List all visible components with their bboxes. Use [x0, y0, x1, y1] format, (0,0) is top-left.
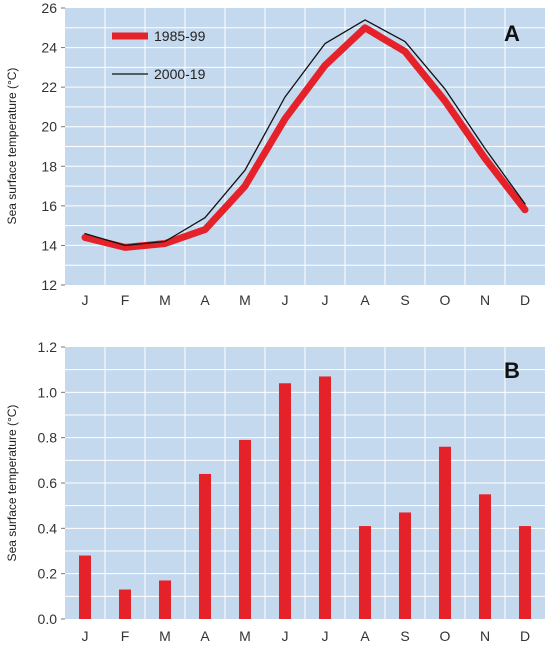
bar-j-5: [279, 383, 291, 619]
panel-a-y-tick-label: 16: [41, 198, 57, 214]
bar-n-10: [479, 494, 491, 619]
panel-b-y-axis-label: Sea surface temperature (°C): [5, 405, 19, 562]
panel-b-grid: [65, 347, 545, 619]
panel-b-x-tick-label: J: [282, 628, 289, 644]
panel-b-x-tick-label: J: [82, 628, 89, 644]
panel-b-x-tick-label: A: [360, 628, 370, 644]
panel-b-y-tick-label: 0.4: [38, 520, 58, 536]
panel-b-label: B: [504, 358, 520, 383]
panel-a-x-tick-label: J: [282, 292, 289, 308]
panel-a-x-tick-label: A: [200, 292, 210, 308]
panel-b-y-tick-label: 0.2: [38, 566, 58, 582]
bar-m-2: [159, 580, 171, 619]
panel-b-bar-chart: 0.0 0.2 0.4 0.6 0.8 1.0 1.2 J F M A M J J A S O N D Sea su…: [5, 339, 545, 644]
panel-b-x-tick-label: A: [200, 628, 210, 644]
legend-label-2000-19: 2000-19: [154, 66, 206, 82]
panel-a-y-tick-label: 20: [41, 119, 57, 135]
panel-b-x-tick-label: S: [400, 628, 409, 644]
panel-b-y-tick-label: 0.6: [38, 475, 58, 491]
panel-b-y-tick-label: 0.8: [38, 430, 58, 446]
panel-a-x-tick-label: D: [520, 292, 530, 308]
panel-a-x-tick-label: M: [239, 292, 251, 308]
bar-a-3: [199, 473, 211, 619]
panel-b-x-tick-label: J: [322, 628, 329, 644]
panel-a-x-tick-label: F: [121, 292, 130, 308]
bar-j-0: [79, 555, 91, 619]
panel-a-x-tick-label: J: [82, 292, 89, 308]
panel-a-x-tick-label: J: [322, 292, 329, 308]
panel-a-x-tick-label: M: [159, 292, 171, 308]
panel-a-legend: 1985-99 2000-19: [112, 28, 206, 82]
panel-b-y-tick-label: 1.0: [38, 384, 58, 400]
panel-a-line-chart: 12 14 16 18 20 22 24 26 J F M A M J J A S O N D Sea surface…: [5, 0, 545, 308]
panel-a-y-tick-label: 26: [41, 0, 57, 16]
panel-b-x-tick-label: D: [520, 628, 530, 644]
panel-b-y-tick-label: 1.2: [38, 339, 58, 355]
panel-a-y-tick-label: 18: [41, 158, 57, 174]
panel-a-series: [81, 19, 529, 251]
panel-b-x-tick-label: M: [239, 628, 251, 644]
panel-a-label: A: [504, 21, 520, 46]
panel-b-x-tick-label: N: [480, 628, 490, 644]
panel-a-y-tick-label: 24: [41, 40, 57, 56]
bar-o-9: [439, 446, 451, 619]
legend-label-1985-99: 1985-99: [154, 28, 206, 44]
bar-f-1: [119, 589, 131, 619]
series-line-1985-99: [81, 24, 529, 251]
bar-m-4: [239, 439, 251, 619]
panel-b-bars: [79, 376, 531, 619]
panel-b-x-tick-label: F: [121, 628, 130, 644]
panel-b-x-tick-label: O: [440, 628, 451, 644]
bar-d-11: [519, 526, 531, 619]
bar-j-6: [319, 376, 331, 619]
panel-b-x-tick-label: M: [159, 628, 171, 644]
panel-a-y-axis-label: Sea surface temperature (°C): [5, 68, 19, 225]
panel-b-ticks: 0.0 0.2 0.4 0.6 0.8 1.0 1.2 J F M A M J J A S O N D: [38, 339, 531, 644]
panel-a-y-tick-label: 14: [41, 237, 57, 253]
bar-s-8: [399, 512, 411, 619]
panel-a-x-tick-label: N: [480, 292, 490, 308]
panel-a-ticks: 12 14 16 18 20 22 24 26 J F M A M J J A S O N D: [41, 0, 530, 308]
panel-a-x-tick-label: A: [360, 292, 370, 308]
panel-a-x-tick-label: S: [400, 292, 409, 308]
panel-a-y-tick-label: 12: [41, 277, 57, 293]
bar-a-7: [359, 526, 371, 619]
series-line-2000-19: [84, 19, 526, 247]
panel-a-x-tick-label: O: [440, 292, 451, 308]
panel-b-y-tick-label: 0.0: [38, 611, 58, 627]
panel-a-y-tick-label: 22: [41, 79, 57, 95]
